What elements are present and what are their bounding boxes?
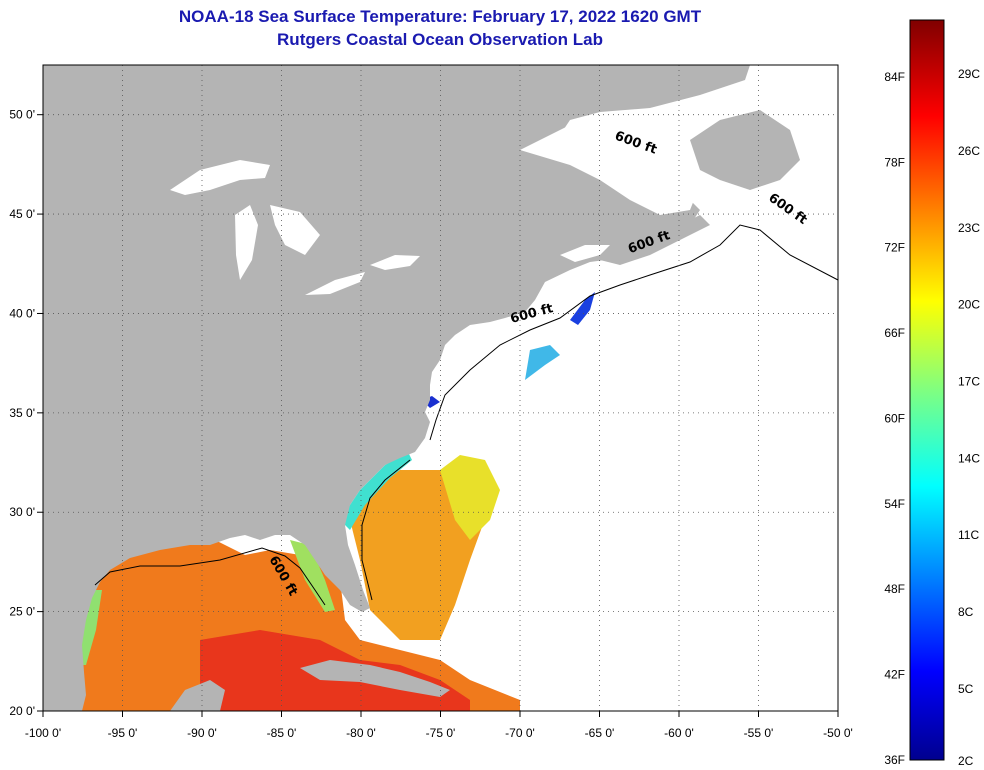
colorbar-f-label: 42F — [884, 668, 905, 682]
lat-tick-label: 35 0' — [9, 406, 35, 420]
lon-tick-label: -90 0' — [187, 726, 217, 740]
sst-florida-shelf — [290, 540, 335, 612]
land-nova-scotia — [600, 215, 710, 265]
gulf-st-lawrence — [520, 118, 700, 215]
isobath-600ft-east — [429, 224, 838, 441]
colorbar-f-label: 54F — [884, 497, 905, 511]
isobath-600ft-gulf — [94, 547, 326, 606]
lat-tick-label: 50 0' — [9, 108, 35, 122]
colorbar-c-label: 29C — [958, 67, 980, 81]
lon-tick-label: -80 0' — [346, 726, 376, 740]
colorbar-f-label: 66F — [884, 326, 905, 340]
lon-tick-label: -70 0' — [505, 726, 535, 740]
latitude-axis: 50 0' 45 0' 40 0' 35 0' 30 0' 25 0' 20 0' — [9, 108, 43, 718]
lon-tick-label: -95 0' — [108, 726, 138, 740]
land-north-america — [43, 65, 750, 711]
lon-tick-label: -60 0' — [664, 726, 694, 740]
lat-tick-label: 45 0' — [9, 207, 35, 221]
sst-cool-patch-offshore — [525, 345, 560, 380]
lon-tick-label: -55 0' — [744, 726, 774, 740]
colorbar-c-label: 26C — [958, 144, 980, 158]
colorbar-f-label: 78F — [884, 155, 905, 169]
bay-of-fundy — [560, 245, 610, 262]
sst-cold-patch-ny — [570, 292, 595, 325]
colorbar-f-label: 60F — [884, 411, 905, 425]
colorbar-c-label: 8C — [958, 605, 974, 619]
lake-huron — [270, 205, 320, 255]
lon-tick-label: -100 0' — [25, 726, 61, 740]
lon-tick-label: -50 0' — [823, 726, 853, 740]
title-line1: NOAA-18 Sea Surface Temperature: Februar… — [178, 7, 702, 26]
isobath-600ft-florida — [361, 459, 411, 601]
colorbar-c-label: 11C — [958, 528, 979, 542]
colorbar-celsius-labels: 29C 26C 23C 20C 17C 14C 11C 8C 5C 2C — [958, 67, 980, 768]
lon-tick-label: -65 0' — [585, 726, 615, 740]
colorbar-f-label: 84F — [884, 70, 905, 84]
lake-superior — [170, 160, 270, 195]
lat-tick-label: 30 0' — [9, 505, 35, 519]
lon-tick-label: -85 0' — [267, 726, 297, 740]
colorbar-fahrenheit-labels: 84F 78F 72F 66F 60F 54F 48F 42F 36F — [884, 70, 905, 767]
colorbar-c-label: 2C — [958, 754, 974, 768]
colorbar-f-label: 72F — [884, 241, 905, 255]
land-cuba — [300, 660, 450, 697]
sst-atlantic-yellow — [440, 455, 500, 540]
colorbar-c-label: 20C — [958, 298, 980, 312]
land-newfoundland — [690, 110, 800, 190]
lat-tick-label: 25 0' — [9, 605, 35, 619]
colorbar-c-label: 14C — [958, 451, 980, 465]
lake-erie — [305, 272, 365, 295]
lat-tick-label: 20 0' — [9, 704, 35, 718]
sst-gulf-of-mexico — [80, 540, 520, 711]
colorbar-f-label: 48F — [884, 582, 905, 596]
longitude-axis: -100 0' -95 0' -90 0' -85 0' -80 0' -75 0' -70… — [25, 711, 853, 740]
lake-michigan — [235, 205, 258, 280]
lake-ontario — [370, 255, 420, 270]
colorbar — [909, 19, 945, 761]
title-line2: Rutgers Coastal Ocean Observation Lab — [277, 30, 603, 49]
lon-tick-label: -75 0' — [426, 726, 456, 740]
colorbar-c-label: 5C — [958, 682, 974, 696]
colorbar-c-label: 17C — [958, 374, 980, 388]
land-yucatan — [170, 680, 225, 711]
colorbar-c-label: 23C — [958, 221, 980, 235]
colorbar-f-label: 36F — [884, 753, 905, 767]
lat-tick-label: 40 0' — [9, 306, 35, 320]
